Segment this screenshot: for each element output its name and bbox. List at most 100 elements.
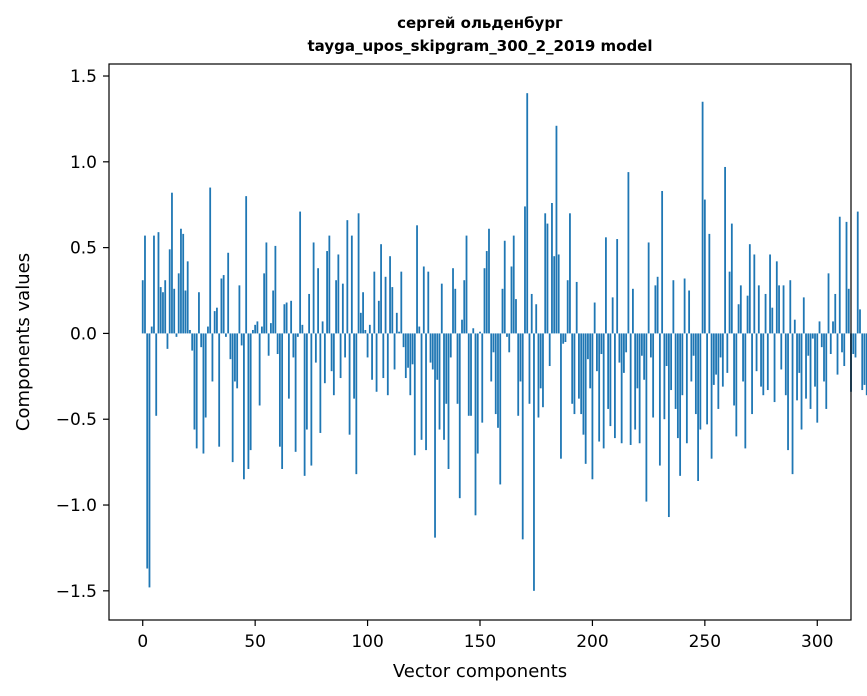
bar-242 xyxy=(685,333,688,444)
bar-247 xyxy=(697,333,699,481)
bar-117 xyxy=(404,333,407,379)
bar-8 xyxy=(159,287,162,334)
bar-246 xyxy=(694,333,697,415)
x-tick-label: 0 xyxy=(137,632,148,652)
bar-267 xyxy=(742,333,744,382)
y-axis-label: Components values xyxy=(13,253,34,431)
bar-135 xyxy=(445,333,448,404)
bar-9 xyxy=(162,292,164,334)
bar-100 xyxy=(366,333,369,358)
bar-47 xyxy=(247,333,250,469)
bar-33 xyxy=(216,307,218,334)
bar-158 xyxy=(497,333,499,428)
x-tick-label: 300 xyxy=(801,632,833,652)
bar-23 xyxy=(193,333,196,430)
bar-49 xyxy=(252,329,254,334)
bar-20 xyxy=(186,261,189,334)
bar-60 xyxy=(276,333,279,355)
bar-146 xyxy=(470,333,472,416)
bar-151 xyxy=(481,333,484,423)
bar-319 xyxy=(859,309,861,334)
bar-240 xyxy=(681,333,684,396)
bar-121 xyxy=(413,333,416,456)
bar-112 xyxy=(393,333,396,370)
bar-318 xyxy=(856,211,859,334)
bar-282 xyxy=(775,261,778,334)
bar-69 xyxy=(296,333,299,337)
bar-297 xyxy=(809,333,812,409)
bar-137 xyxy=(449,333,452,358)
bar-198 xyxy=(587,333,589,360)
x-tick-label: 100 xyxy=(351,632,383,652)
bar-62 xyxy=(281,333,284,469)
bar-125 xyxy=(422,266,425,334)
x-tick-label: 50 xyxy=(244,632,266,652)
bar-187 xyxy=(562,333,565,344)
bar-304 xyxy=(825,333,828,409)
bar-21 xyxy=(189,329,191,334)
bar-120 xyxy=(411,333,414,365)
x-axis-label: Vector components xyxy=(393,661,567,682)
bar-136 xyxy=(447,333,450,469)
bar-128 xyxy=(429,333,432,363)
bar-19 xyxy=(184,290,187,334)
bar-65 xyxy=(287,333,290,399)
bar-80 xyxy=(321,321,324,334)
bar-251 xyxy=(706,333,708,425)
bar-255 xyxy=(715,333,717,375)
x-axis-ticks: 0 50 100 150 200 250 300 xyxy=(137,620,833,652)
bar-18 xyxy=(182,233,185,334)
bar-199 xyxy=(589,333,592,389)
bar-104 xyxy=(375,333,378,392)
bar-119 xyxy=(409,333,412,396)
bar-25 xyxy=(198,292,200,334)
bar-261 xyxy=(728,271,731,334)
bar-193 xyxy=(575,281,578,334)
bar-40 xyxy=(231,333,234,463)
bar-88 xyxy=(339,333,342,379)
bar-24 xyxy=(195,333,198,449)
bar-15 xyxy=(175,333,178,337)
bar-152 xyxy=(483,268,486,334)
bar-225 xyxy=(647,242,650,334)
bar-157 xyxy=(494,333,497,415)
bar-130 xyxy=(434,333,436,538)
bar-54 xyxy=(263,273,266,334)
bar-66 xyxy=(290,300,293,334)
bar-6 xyxy=(155,333,158,416)
bar-305 xyxy=(827,273,830,334)
bar-293 xyxy=(800,333,803,430)
bar-162 xyxy=(506,333,508,337)
bar-192 xyxy=(573,333,576,415)
bar-253 xyxy=(710,333,713,459)
bar-70 xyxy=(299,211,302,334)
bar-276 xyxy=(762,333,765,396)
bar-207 xyxy=(607,333,610,409)
bar-110 xyxy=(389,256,391,334)
bar-185 xyxy=(557,254,560,334)
bar-241 xyxy=(683,278,686,334)
bar-322 xyxy=(865,333,867,396)
bar-59 xyxy=(274,245,277,334)
bar-111 xyxy=(391,287,394,334)
bar-254 xyxy=(712,333,715,385)
bar-141 xyxy=(458,333,461,499)
bar-29 xyxy=(207,326,209,334)
bar-138 xyxy=(452,268,454,334)
bar-279 xyxy=(769,254,771,334)
bar-200 xyxy=(591,333,594,480)
bar-163 xyxy=(508,333,511,353)
bar-143 xyxy=(463,280,466,334)
bar-42 xyxy=(236,333,239,389)
bar-175 xyxy=(535,304,538,334)
bar-167 xyxy=(517,333,520,416)
bar-102 xyxy=(371,333,373,380)
bar-154 xyxy=(488,228,490,334)
bar-45 xyxy=(243,333,245,480)
bar-2 xyxy=(146,333,149,569)
bar-91 xyxy=(346,220,349,334)
bar-48 xyxy=(249,333,252,451)
bar-299 xyxy=(814,333,816,387)
bars-group xyxy=(141,93,867,591)
bar-296 xyxy=(807,333,810,356)
